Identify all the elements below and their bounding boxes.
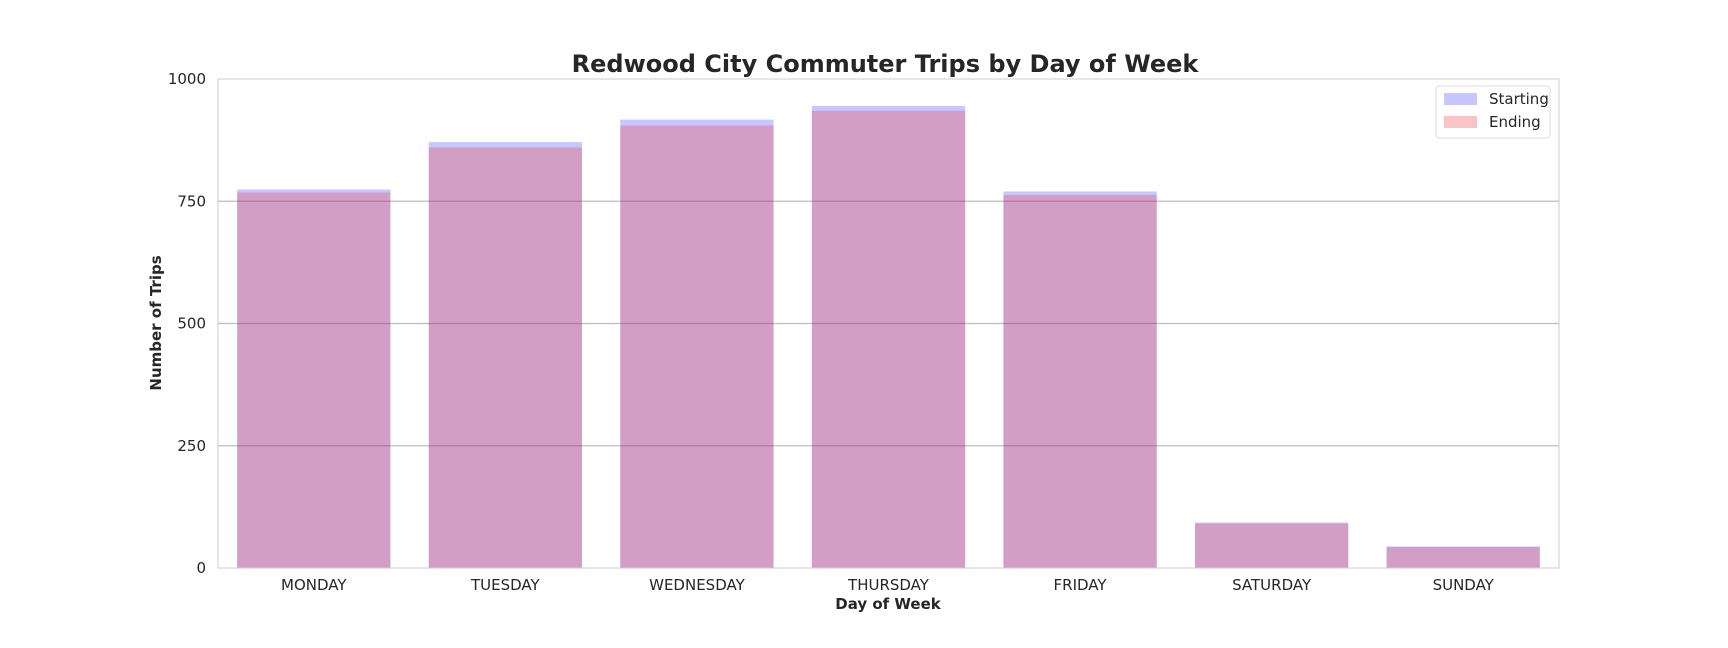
bar-starting-sunday <box>1386 546 1540 568</box>
y-gridlines <box>218 200 1559 447</box>
legend: Starting Ending <box>1435 85 1551 139</box>
y-tick-labels: 0 250 500 750 1000 <box>168 70 206 577</box>
bar-ending-friday <box>1003 194 1157 568</box>
bar-starting-monday <box>237 189 391 568</box>
y-tick-label: 1000 <box>168 70 206 88</box>
x-tick-label: SATURDAY <box>1232 576 1312 594</box>
legend-label-starting: Starting <box>1489 90 1549 108</box>
legend-swatch-ending <box>1444 116 1477 128</box>
y-tick-label: 250 <box>177 437 206 455</box>
bar-ending-saturday <box>1195 523 1349 568</box>
bar-starting-thursday <box>811 105 966 569</box>
bar-starting-wednesday <box>620 119 774 568</box>
bar-ending-sunday <box>1386 546 1540 568</box>
legend-label-ending: Ending <box>1489 113 1541 131</box>
x-tick-labels: MONDAY TUESDAY WEDNESDAY THURSDAY FRIDAY SATU… <box>281 576 1495 594</box>
x-tick-label: TUESDAY <box>470 576 541 594</box>
bar-ending-thursday <box>811 110 966 568</box>
y-tick-label: 0 <box>196 559 206 577</box>
x-axis-label: Day of Week <box>835 595 942 613</box>
plot-frame <box>217 78 1560 569</box>
x-tick-label: SUNDAY <box>1433 576 1495 594</box>
y-axis-label: Number of Trips <box>147 255 165 390</box>
bar-ending-monday <box>237 192 391 568</box>
chart-title: Redwood City Commuter Trips by Day of We… <box>572 50 1200 78</box>
legend-box <box>1435 85 1551 139</box>
bar-ending-tuesday <box>428 147 582 568</box>
bars <box>237 105 1540 569</box>
x-tick-label: WEDNESDAY <box>649 576 745 594</box>
x-tick-label: THURSDAY <box>847 576 930 594</box>
y-tick-label: 500 <box>177 315 206 333</box>
x-tick-label: MONDAY <box>281 576 347 594</box>
bar-starting-friday <box>1003 191 1157 568</box>
y-tick-label: 750 <box>177 192 206 210</box>
x-tick-label: FRIDAY <box>1054 576 1108 594</box>
bar-starting-saturday <box>1195 522 1349 568</box>
legend-swatch-starting <box>1444 93 1477 105</box>
bar-starting-tuesday <box>428 142 582 568</box>
bar-ending-wednesday <box>620 125 774 568</box>
